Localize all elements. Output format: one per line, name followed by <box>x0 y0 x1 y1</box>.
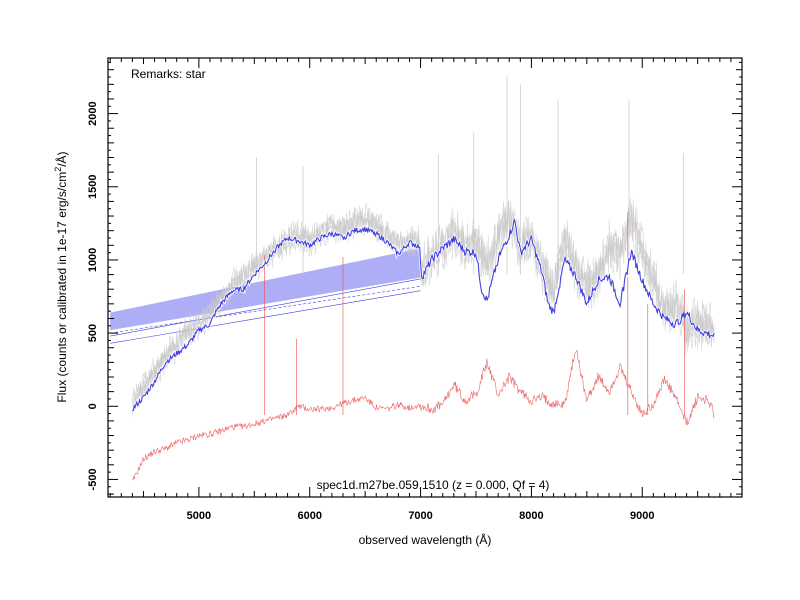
error-spectrum-line <box>132 350 715 481</box>
smoothed-flux-line <box>132 217 715 412</box>
x-tick-label: 9000 <box>630 510 654 522</box>
y-tick-label: 2000 <box>87 101 99 125</box>
model-line-0 <box>110 285 421 334</box>
y-tick-label: 0 <box>87 403 99 409</box>
y-tick-label: 1500 <box>87 175 99 199</box>
y-tick-label: 500 <box>87 324 99 342</box>
spectrum-caption: spec1d.m27be.059.1510 (z = 0.000, Qf = 4… <box>317 478 550 492</box>
y-tick-label: 1000 <box>87 248 99 272</box>
axis-ticks: 5000 6000 7000 8000 9000 -500 0 500 1000 1500 2000 <box>87 58 743 522</box>
smoothed-flux-layer <box>132 215 716 412</box>
model-line-2 <box>110 290 421 344</box>
y-axis-title-main: Flux (counts or calibrated in 1e-17 erg/… <box>55 172 69 403</box>
y-tick-label: -500 <box>87 468 99 490</box>
y-axis-title: Flux (counts or calibrated in 1e-17 erg/… <box>53 151 69 402</box>
x-tick-label: 7000 <box>408 510 432 522</box>
remarks-label: Remarks: star <box>131 67 206 81</box>
x-tick-label: 8000 <box>519 510 543 522</box>
model-lines-layer <box>110 278 421 344</box>
y-axis-title-end: /Å) <box>54 151 69 166</box>
smoothed-flux-halo <box>132 215 716 412</box>
x-tick-label: 5000 <box>187 510 211 522</box>
model-line-1 <box>110 278 421 337</box>
error-spectrum-layer <box>132 211 715 481</box>
y-axis-title-superscript: 2 <box>53 167 63 172</box>
x-tick-label: 6000 <box>297 510 321 522</box>
x-axis-title: observed wavelength (Å) <box>359 532 492 547</box>
plot-frame <box>107 57 743 498</box>
raw-flux-layer <box>132 75 715 417</box>
